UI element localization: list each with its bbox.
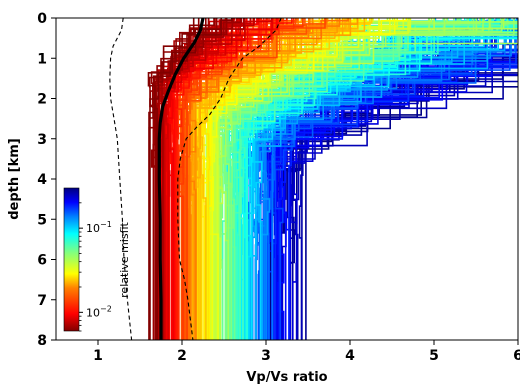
x-tick-label: 6 (513, 348, 520, 364)
x-tick-label: 4 (345, 348, 355, 364)
colorbar-tick-label: 10−2 (86, 304, 112, 319)
ensemble-model-line (278, 49, 518, 340)
x-axis-label: Vp/Vs ratio (246, 370, 327, 385)
ensemble-model-line (230, 18, 484, 340)
ensemble-model-line (292, 80, 518, 340)
ensemble-model-line (281, 65, 518, 340)
y-tick-label: 3 (37, 132, 47, 148)
ensemble-model-line (189, 18, 344, 340)
ensemble-model-line (147, 18, 195, 340)
ensemble-model-line (210, 18, 412, 340)
x-tick-label: 5 (429, 348, 439, 364)
y-tick-label: 4 (37, 172, 47, 188)
y-tick-label: 1 (37, 51, 47, 67)
ensemble-model-line (251, 18, 500, 340)
ensemble-model-line (277, 25, 518, 340)
ensemble-model-line (228, 18, 460, 340)
x-axis-ticks: 1 2 3 4 5 6 (93, 340, 520, 364)
colorbar-ticks: 10−1 10−2 (79, 202, 112, 332)
ensemble-model-line (301, 66, 518, 340)
ensemble-models (147, 18, 518, 340)
x-tick-label: 1 (93, 348, 103, 364)
y-tick-label: 0 (37, 11, 47, 27)
colorbar-label: relative misfit (118, 221, 131, 297)
ensemble-model-line (149, 18, 233, 340)
y-axis-label: depth [km] (7, 138, 22, 220)
ensemble-model-line (192, 18, 333, 340)
summary-lines (109, 18, 282, 340)
y-tick-label: 6 (37, 253, 47, 269)
colorbar: relative misfit 10−1 10−2 (63, 187, 131, 332)
ensemble-model-line (212, 18, 433, 340)
y-tick-label: 8 (37, 333, 47, 349)
y-tick-label: 2 (37, 92, 47, 108)
ensemble-model-line (152, 18, 222, 340)
y-tick-label: 5 (37, 212, 47, 228)
colorbar-tick-label: 10−1 (86, 220, 112, 235)
right-bound-dashed-line (177, 18, 282, 340)
ensemble-model-line (220, 18, 518, 340)
best-model-line (157, 18, 205, 340)
x-tick-label: 3 (261, 348, 271, 364)
ensemble-model-line (158, 18, 234, 340)
x-tick-label: 2 (177, 348, 187, 364)
colorbar-bar (63, 187, 80, 332)
y-axis-ticks: 0 1 2 3 4 5 6 7 8 (37, 11, 56, 349)
left-bound-dashed-line (109, 18, 133, 340)
y-tick-label: 7 (37, 293, 47, 309)
